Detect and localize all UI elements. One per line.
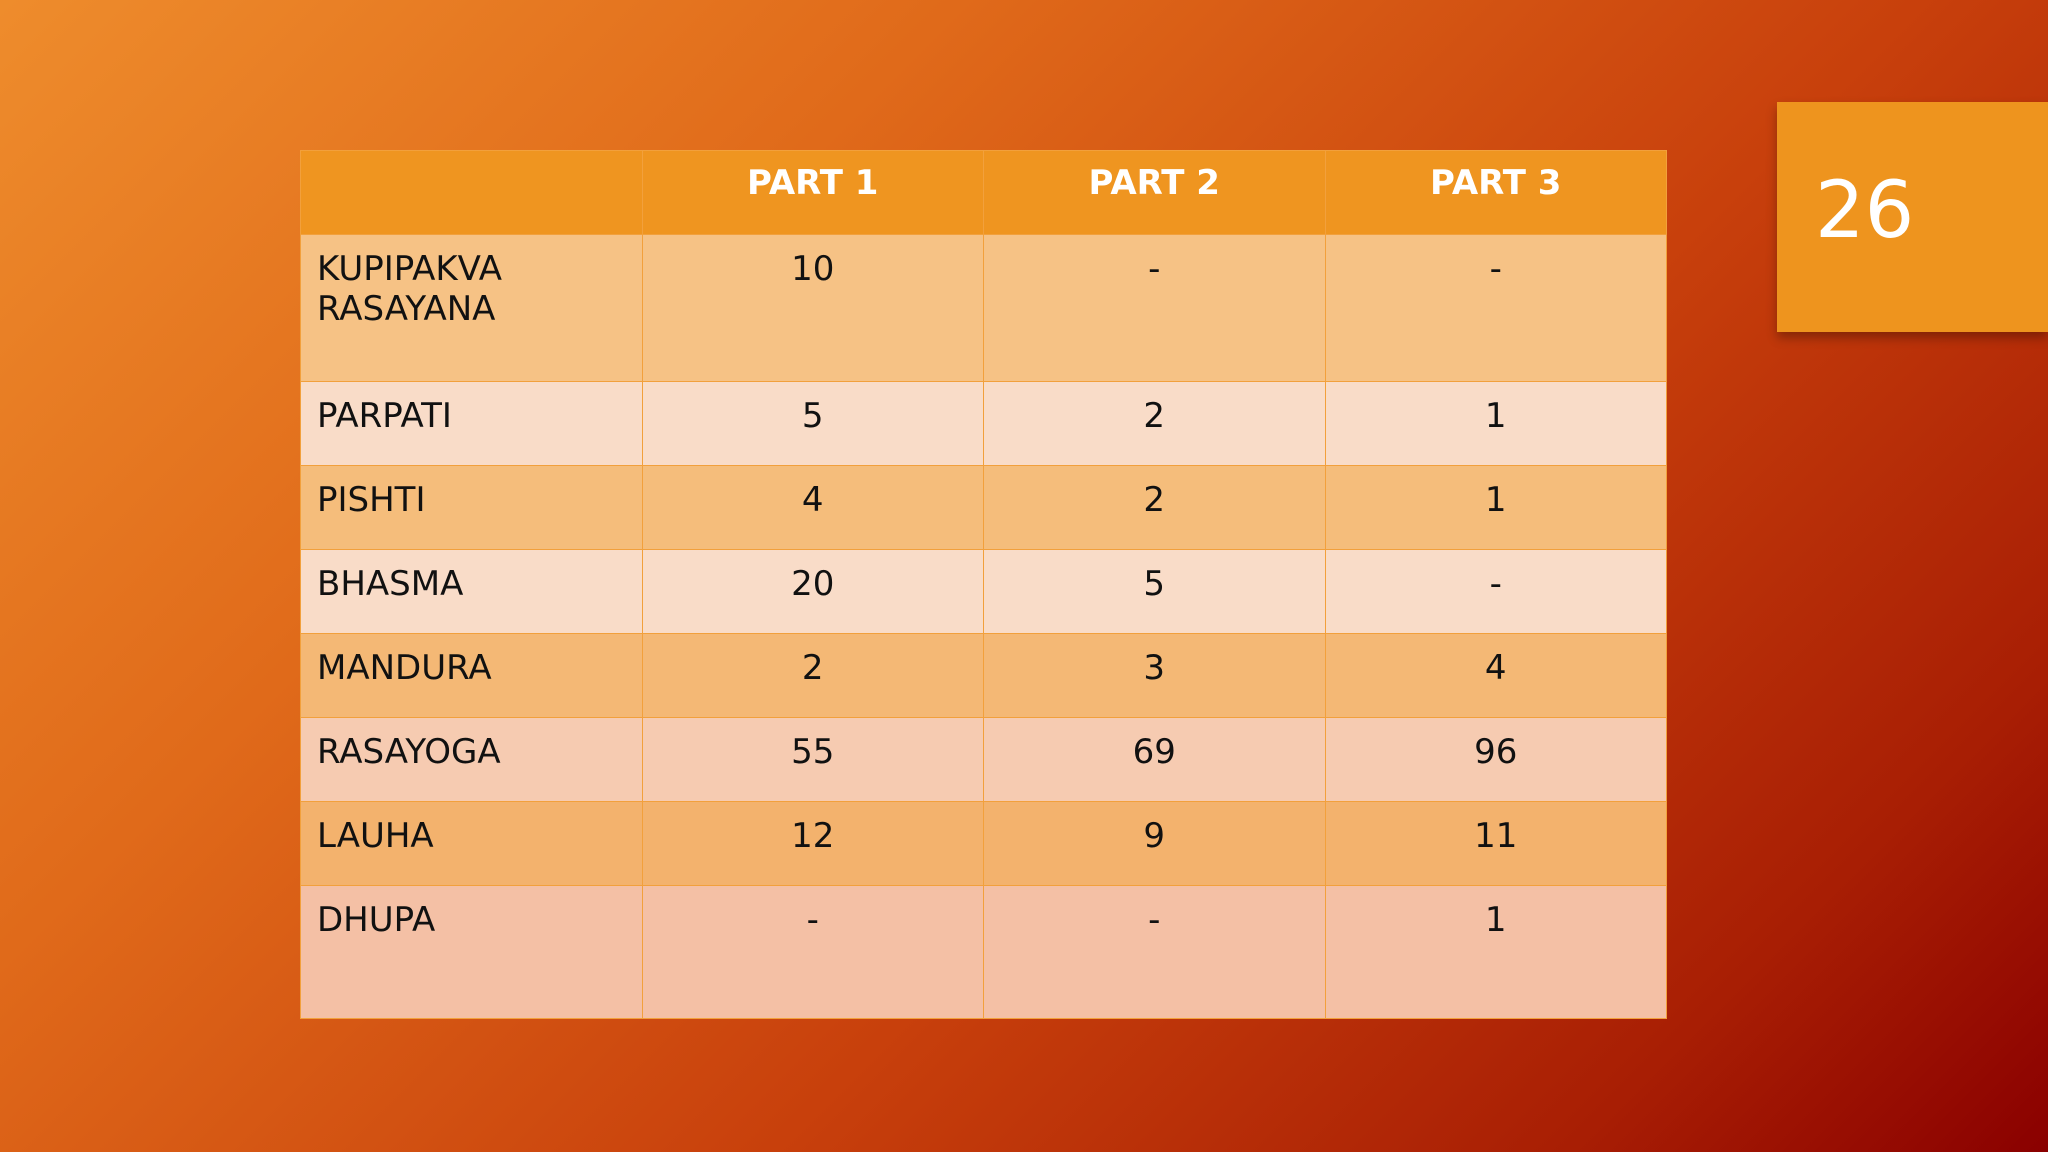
table-cell: 4 [1324, 633, 1667, 718]
table-cell: 2 [983, 381, 1326, 466]
table-row: RASAYOGA 55 69 96 [300, 717, 1667, 802]
table-cell: 69 [983, 717, 1326, 802]
header-cell: PART 1 [641, 150, 984, 235]
row-label: MANDURA [300, 633, 643, 718]
table-row: BHASMA 20 5- [300, 549, 1667, 634]
table-cell: 5 [641, 381, 984, 466]
table-row: DHUPA - -1 [300, 885, 1667, 1019]
table-cell: - [641, 885, 984, 1019]
header-cell [300, 150, 643, 235]
row-label: LAUHA [300, 801, 643, 886]
table-cell: 1 [1324, 381, 1667, 466]
table-row: KUPIPAKVA RASAYANA 10- - [300, 234, 1667, 382]
header-row: PART 1 PART 2 PART 3 [300, 150, 1667, 235]
table-cell: 20 [641, 549, 984, 634]
table-cell: - [983, 885, 1326, 1019]
table-cell: 11 [1324, 801, 1667, 886]
row-label: PISHTI [300, 465, 643, 550]
table-row: MANDURA 2 3 4 [300, 633, 1667, 718]
table-cell: 1 [1324, 885, 1667, 1019]
header-cell: PART 2 [983, 150, 1326, 235]
table-row: PARPATI 5 2 1 [300, 381, 1667, 466]
table-cell: 12 [641, 801, 984, 886]
table-row: LAUHA 12 9 11 [300, 801, 1667, 886]
table-cell: 10 [641, 234, 984, 382]
data-table: PART 1 PART 2 PART 3 KUPIPAKVA RASAYANA 10-… [300, 150, 1667, 1019]
table-cell: 9 [983, 801, 1326, 886]
table-cell: 1 [1324, 465, 1667, 550]
row-label: PARPATI [300, 381, 643, 466]
row-label: DHUPA [300, 885, 643, 1019]
row-label: KUPIPAKVA RASAYANA [300, 234, 643, 382]
table-cell: 5 [983, 549, 1326, 634]
table-cell: 3 [983, 633, 1326, 718]
table-cell: - [1324, 549, 1667, 634]
table-cell: 4 [641, 465, 984, 550]
table-cell: 96 [1324, 717, 1667, 802]
row-label: BHASMA [300, 549, 643, 634]
table-cell: - [983, 234, 1326, 382]
header-cell: PART 3 [1324, 150, 1667, 235]
table-cell: 2 [983, 465, 1326, 550]
table-row: PISHTI 4 2 1 [300, 465, 1667, 550]
table-cell: 2 [641, 633, 984, 718]
slide-number: 26 [1777, 102, 2048, 332]
table-cell: 55 [641, 717, 984, 802]
row-label: RASAYOGA [300, 717, 643, 802]
table-cell: - [1324, 234, 1667, 382]
